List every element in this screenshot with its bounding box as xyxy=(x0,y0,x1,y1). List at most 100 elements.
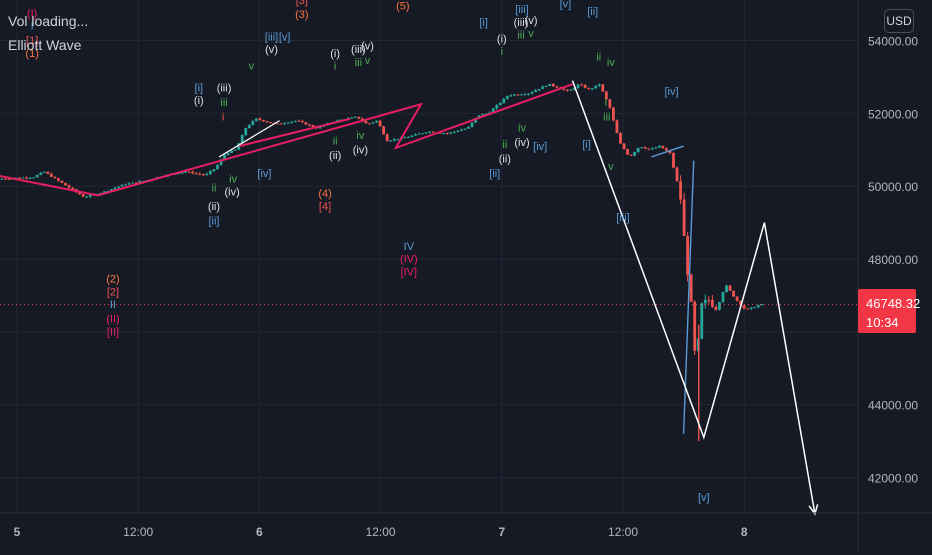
wave-label: (3) xyxy=(295,9,308,21)
y-tick-label: 44000.00 xyxy=(868,399,918,413)
candle-body xyxy=(42,171,46,173)
projection-line xyxy=(571,80,816,515)
candle-body xyxy=(378,120,382,127)
candle-body xyxy=(212,169,216,172)
wave-label: [ii] xyxy=(208,215,219,227)
candle-body xyxy=(668,150,672,154)
candle-body xyxy=(675,167,679,182)
currency-button[interactable]: USD xyxy=(884,9,914,33)
candle-body xyxy=(523,94,527,96)
wave-label: [v] xyxy=(279,32,291,44)
candle-body xyxy=(57,178,60,181)
wave-label: iii xyxy=(355,57,362,69)
wave-label: ii xyxy=(502,139,507,151)
candle-body xyxy=(375,120,378,123)
candle-body xyxy=(463,128,467,130)
candle-body xyxy=(597,84,601,86)
wave-label: iii xyxy=(220,97,227,109)
candle-body xyxy=(650,148,654,150)
candle-body xyxy=(410,135,414,137)
candle-body xyxy=(247,125,251,129)
candle-body xyxy=(477,115,481,119)
candle-body xyxy=(551,83,555,87)
candle-body xyxy=(520,94,523,96)
candle-body xyxy=(686,235,690,275)
wave-label: [1] xyxy=(26,35,38,47)
candle-body xyxy=(573,87,576,90)
candle-body xyxy=(562,88,566,90)
candle-body xyxy=(216,164,219,170)
candle-body xyxy=(262,119,265,122)
wave-label: (5) xyxy=(396,1,409,13)
candle-body xyxy=(544,85,548,87)
elliott-channel-line xyxy=(238,117,351,148)
wave-label: (II) xyxy=(106,314,119,326)
candle-body xyxy=(643,147,647,149)
candle-body xyxy=(293,120,297,122)
candle-body xyxy=(647,148,651,150)
candle-body xyxy=(452,131,456,133)
candle-body xyxy=(198,173,202,175)
wave-label: I xyxy=(31,21,34,33)
wave-label: iii xyxy=(603,112,610,124)
y-tick-label: 54000.00 xyxy=(868,35,918,49)
candle-body xyxy=(297,120,301,122)
candle-body xyxy=(537,88,541,91)
wave-label: i xyxy=(222,112,224,124)
candle-body xyxy=(626,149,629,155)
candle-body xyxy=(714,306,718,310)
candle-body xyxy=(244,128,248,135)
candle-body xyxy=(728,285,732,291)
wave-label: (v) xyxy=(525,15,538,27)
candle-body xyxy=(53,176,57,179)
x-tick-label: 12:00 xyxy=(366,525,396,539)
candle-body xyxy=(28,177,32,179)
wave-label: ii xyxy=(212,183,217,195)
wave-label: i xyxy=(501,46,503,58)
wave-label: (4) xyxy=(318,188,331,200)
candle-body xyxy=(219,159,223,165)
candle-body xyxy=(718,302,721,310)
candle-body xyxy=(502,98,506,103)
candle-body xyxy=(555,86,559,88)
candle-body xyxy=(318,126,322,129)
candle-body xyxy=(350,117,354,119)
elliott-subwave-line xyxy=(218,120,280,158)
candle-body xyxy=(608,99,612,108)
candle-body xyxy=(110,189,113,191)
candle-body xyxy=(64,182,67,186)
candle-body xyxy=(258,118,262,120)
wave-label: v xyxy=(608,161,614,173)
candle-body xyxy=(530,92,534,94)
candle-body xyxy=(368,123,371,125)
candle-body xyxy=(290,121,294,123)
candle-body xyxy=(396,139,400,141)
indicator-name[interactable]: Elliott Wave xyxy=(8,37,82,53)
candle-body xyxy=(25,177,28,179)
wave-label: [iv] xyxy=(664,86,678,98)
wave-label: i xyxy=(334,61,336,73)
candle-body xyxy=(382,126,386,135)
candle-body xyxy=(445,133,449,135)
candle-body xyxy=(254,118,258,122)
candle-body xyxy=(67,185,71,188)
wave-label: [v] xyxy=(560,0,572,11)
candle-body xyxy=(357,116,361,119)
candle-body xyxy=(583,85,587,88)
price-tag-price: 46748.32 xyxy=(866,296,920,311)
candle-body xyxy=(21,177,25,179)
price-tag-layer: 46748.32 10:34 xyxy=(858,289,920,333)
candle-body xyxy=(721,292,725,303)
candle-body xyxy=(392,139,396,141)
wave-label: v xyxy=(365,55,371,67)
elliott-channel-line xyxy=(0,83,573,197)
candle-body xyxy=(601,84,605,92)
wave-label: [i] xyxy=(582,139,591,151)
candle-body xyxy=(449,132,453,134)
candle-body xyxy=(700,303,704,339)
y-tick-label: 52000.00 xyxy=(868,107,918,121)
candle-body xyxy=(569,89,573,91)
x-tick-label: 8 xyxy=(741,525,748,539)
